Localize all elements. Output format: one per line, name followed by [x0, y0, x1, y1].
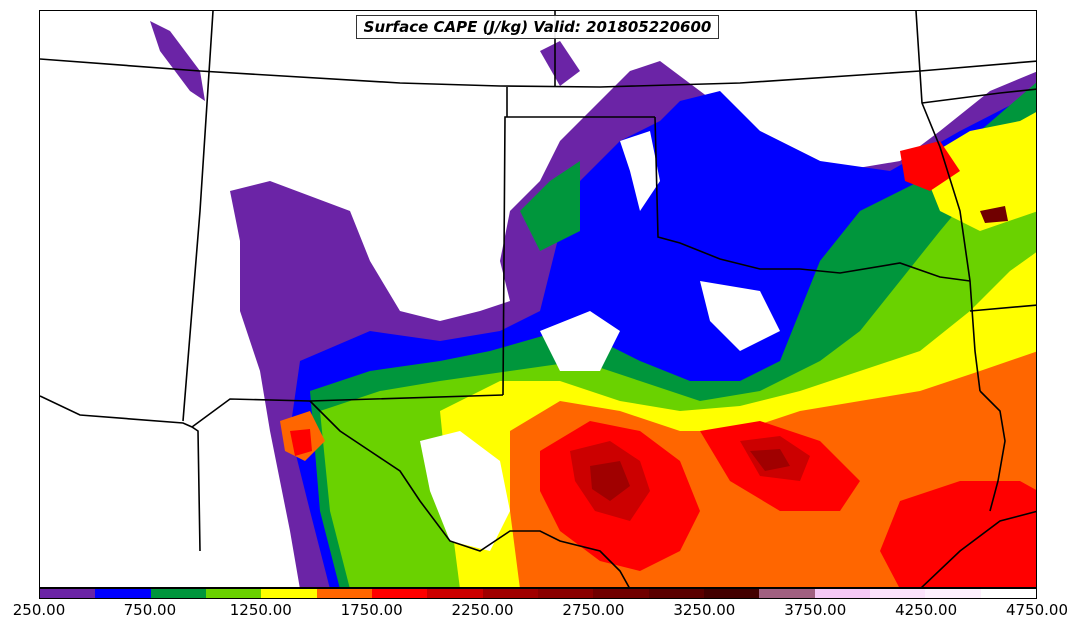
colorbar-swatch	[869, 589, 926, 598]
colorbar-swatch	[703, 589, 760, 598]
boundary-line	[920, 510, 1036, 587]
boundary-line	[40, 58, 1036, 88]
cape-1750-region	[900, 141, 960, 191]
colorbar-swatch	[759, 589, 815, 598]
boundary-line	[182, 11, 214, 422]
no-cape-region	[540, 311, 620, 371]
colorbar-swatch	[205, 589, 262, 598]
colorbar-swatch	[648, 589, 704, 598]
colorbar-tick-label: 750.00	[123, 601, 177, 619]
colorbar-tick-label: 4250.00	[895, 601, 958, 619]
cape-1750-region	[290, 429, 312, 456]
colorbar-swatch	[95, 589, 151, 598]
colorbar-swatch	[427, 589, 483, 598]
colorbar-tick-label: 3750.00	[784, 601, 847, 619]
cape-750-region	[520, 161, 580, 251]
colorbar-tick-label: 2750.00	[562, 601, 625, 619]
cape-1250-region	[920, 112, 1036, 231]
cape-250-region	[540, 41, 580, 86]
boundary-line	[502, 116, 655, 396]
boundary-line	[191, 394, 504, 428]
cape-field-fills	[150, 21, 1036, 587]
no-cape-region	[420, 431, 510, 551]
colorbar-swatch	[150, 589, 206, 598]
colorbar-swatch	[980, 589, 1036, 598]
no-cape-region	[620, 131, 660, 211]
cape-2250-region	[980, 206, 1008, 223]
colorbar-tick-label: 4750.00	[1005, 601, 1069, 619]
cape-2250-region	[590, 461, 630, 501]
colorbar-swatch	[814, 589, 870, 598]
cape-1750-region	[880, 481, 1036, 587]
no-cape-region	[700, 281, 780, 351]
boundary-line	[654, 116, 971, 282]
colorbar-swatch	[40, 589, 96, 598]
colorbar-tick-labels: 250.00 750.00 1250.00 1750.00 2250.00 2750.00…	[0, 601, 1081, 623]
colorbar-tick-label: 250.00	[12, 601, 66, 619]
boundary-line	[40, 395, 201, 552]
cape-250-region	[150, 21, 205, 101]
colorbar-swatch	[261, 589, 317, 598]
colorbar-tick-label: 3250.00	[673, 601, 736, 619]
boundary-line	[309, 400, 630, 587]
colorbar-tick-label: 1750.00	[340, 601, 403, 619]
colorbar-swatch	[316, 589, 372, 598]
cape-field-map	[40, 11, 1036, 587]
map-panel	[39, 10, 1037, 588]
colorbar-swatch	[925, 589, 981, 598]
boundary-line	[969, 304, 1036, 312]
cape-2250-region	[750, 449, 790, 471]
colorbar-swatch	[482, 589, 538, 598]
map-title: Surface CAPE (J/kg) Valid: 201805220600	[356, 15, 719, 39]
boundary-line	[921, 88, 1036, 104]
colorbar-tick-label: 1250.00	[229, 601, 292, 619]
boundary-line	[979, 390, 1006, 512]
colorbar-swatch	[593, 589, 649, 598]
colorbar-swatch	[371, 589, 428, 598]
colorbar-swatch	[537, 589, 594, 598]
colorbar-tick-label: 2250.00	[451, 601, 514, 619]
colorbar	[39, 588, 1037, 599]
